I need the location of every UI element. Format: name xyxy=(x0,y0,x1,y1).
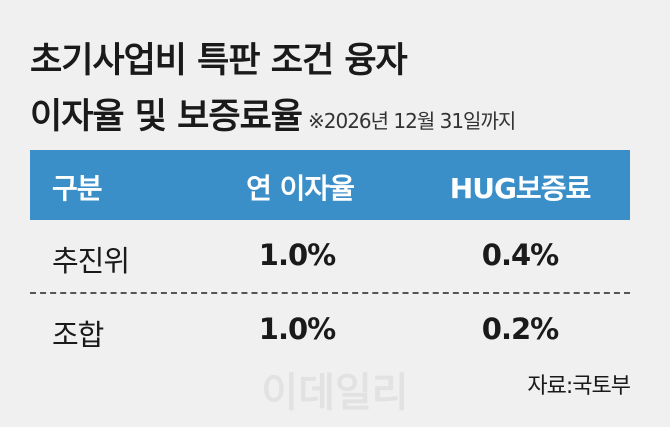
title: 초기사업비 특판 조건 융자 xyxy=(30,41,408,81)
row-label: 조합 xyxy=(52,318,104,352)
rate: 1.0% xyxy=(258,238,336,272)
header-bar xyxy=(30,150,630,220)
fee: 0.2% xyxy=(481,312,559,346)
title: 이자율 및 보증료율 ※2026년 12월 31일까지 xyxy=(30,88,516,139)
title-text: 이자율 및 보증료율 xyxy=(30,97,303,137)
header-cell: 연 이자율 xyxy=(246,172,355,205)
header-cell: 구분 xyxy=(52,172,103,205)
row-label: 추진위 xyxy=(52,244,130,278)
rate: 1.0% xyxy=(258,312,336,346)
header-cell: HUG보증료 xyxy=(449,172,591,205)
watermark: 이데일리 xyxy=(261,370,409,416)
divider xyxy=(30,292,630,294)
note: ※2026년 12월 31일까지 xyxy=(307,109,516,133)
source: 자료:국토부 xyxy=(527,374,631,399)
fee: 0.4% xyxy=(481,238,559,272)
